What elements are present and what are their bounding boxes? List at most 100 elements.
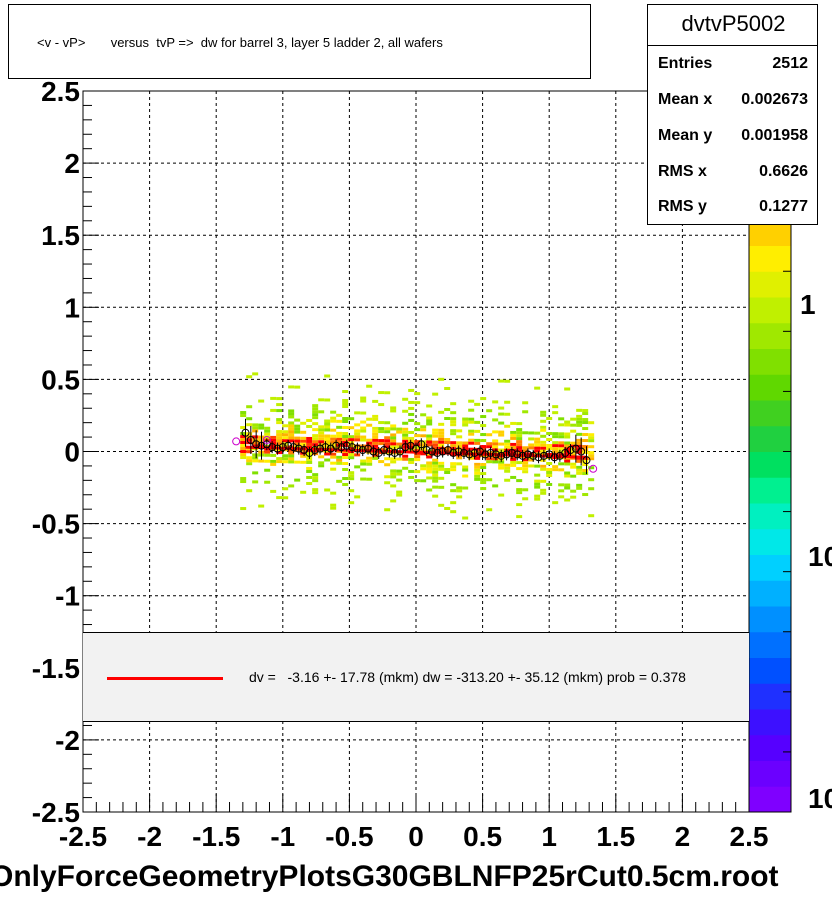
heatmap-cell [264,450,271,454]
heatmap-cell [426,464,433,468]
heatmap-cell [408,475,415,479]
x-tick-label: 0.5 [463,821,502,852]
y-tick-label: -2.5 [32,797,80,828]
heatmap-cell [516,449,523,453]
heatmap-cell [276,409,283,413]
heatmap-cell [468,441,475,445]
heatmap-cell [432,473,439,477]
heatmap-cell [540,452,547,456]
profile-point [539,451,548,460]
heatmap-cell [282,433,289,437]
heatmap-cell [534,494,541,498]
heatmap-cell [420,428,427,432]
heatmap-cell [240,438,247,442]
heatmap-cell [330,461,337,465]
heatmap-cell [450,483,457,487]
heatmap-cell [432,464,439,468]
heatmap-cell [510,475,517,479]
heatmap-cell [384,508,391,512]
heatmap-cell [552,435,559,439]
heatmap-cell [342,399,349,403]
heatmap-cell [252,435,259,439]
heatmap-cell [456,450,463,454]
stats-value: 0.6626 [759,163,808,180]
heatmap-cell [558,489,565,493]
heatmap-cell [504,379,511,383]
heatmap-cell [318,440,325,444]
heatmap-cell [246,438,253,442]
profile-point [332,441,341,450]
heatmap-cell [396,469,403,473]
heatmap-cell [432,467,439,471]
heatmap-cell [390,469,397,473]
heatmap-cell [384,439,391,443]
heatmap-cell [468,447,475,451]
heatmap-cell [306,469,313,473]
heatmap-cell [372,447,379,451]
heatmap-cell [414,422,421,426]
heatmap-cell [258,423,265,427]
heatmap-cell [246,456,253,460]
heatmap-cell [504,439,511,443]
heatmap-cell [522,458,529,462]
heatmap-cell [342,453,349,457]
heatmap-cell [564,486,571,490]
heatmap-cell [522,467,529,471]
heatmap-cell [264,432,271,436]
heatmap-cell [588,433,595,437]
heatmap-cell [516,515,523,519]
heatmap-cell [540,443,547,447]
heatmap-cell [438,485,445,489]
heatmap-cell [588,445,595,449]
heatmap-cell [588,454,595,458]
heatmap-cell [402,457,409,461]
profile-point [454,447,463,456]
stats-value: 0.002673 [741,91,808,108]
heatmap-cell [564,483,571,487]
heatmap-cell [564,432,571,436]
heatmap-cell [330,410,337,414]
heatmap-cell [324,425,331,429]
heatmap-cell [390,457,397,461]
heatmap-cell [300,439,307,443]
heatmap-cell [552,441,559,445]
heatmap-cell [516,446,523,450]
palette-swatch [749,683,791,710]
palette-swatch [749,528,791,555]
heatmap-cell [462,444,469,448]
profile-point [369,447,378,456]
heatmap-cell [372,456,379,460]
heatmap-cell [324,419,331,423]
heatmap-cell [408,445,415,449]
heatmap-cell [450,432,457,436]
heatmap-cell [378,460,385,464]
heatmap-cell [336,461,343,465]
heatmap-cell [330,503,337,507]
heatmap-cell [522,488,529,492]
palette-swatch [749,245,791,272]
heatmap-cell [354,432,361,436]
heatmap-cell [522,497,529,501]
palette-swatch [749,271,791,298]
heatmap-cell [510,463,517,467]
title-box: <v - vP> versus tvP => dw for barrel 3, … [8,4,591,79]
heatmap-cell [240,507,247,511]
palette-swatch [749,374,791,401]
heatmap-cell [288,484,295,488]
heatmap-cell [588,421,595,425]
heatmap-cell [330,437,337,441]
heatmap-cell [288,430,295,434]
heatmap-cell [276,397,283,401]
heatmap-cell [504,448,511,452]
heatmap-cell [426,419,433,423]
heatmap-cell [282,454,289,458]
stats-histogram-name: dvtvP5002 [681,11,786,36]
heatmap-cell [276,496,283,500]
heatmap-cell [522,446,529,450]
heatmap-cell [348,477,355,481]
heatmap-cell [474,477,481,481]
heatmap-cell [552,453,559,457]
heatmap-cell [306,418,313,422]
heatmap-cell [414,440,421,444]
heatmap-cell [348,417,355,421]
